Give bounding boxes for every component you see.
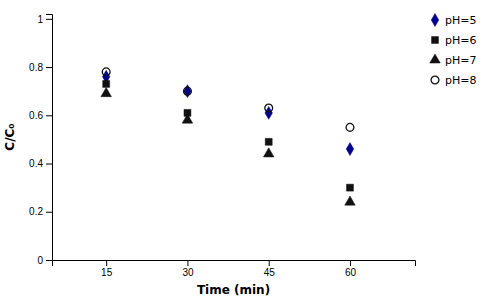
y-tick-label: 0.8 <box>29 62 43 73</box>
x-tick: 30 <box>182 260 194 278</box>
point <box>263 148 274 157</box>
y-tick: 0.6 <box>29 110 52 121</box>
legend-symbol <box>431 76 439 84</box>
legend-label: pH=8 <box>445 74 476 87</box>
y-tick-label: 0.4 <box>29 158 43 169</box>
x-tick-mark <box>269 260 270 266</box>
y-tick-mark <box>46 67 52 68</box>
points <box>101 68 355 205</box>
x-tick: 45 <box>264 260 276 278</box>
point <box>184 87 192 95</box>
x-axis-line <box>53 261 416 267</box>
x-axis: 15 30 45 60 <box>53 260 416 278</box>
legend-symbol <box>431 14 438 27</box>
x-tick-label: 45 <box>264 267 276 278</box>
x-axis-title: Time (min) <box>197 283 270 297</box>
y-tick: 0.8 <box>29 62 52 73</box>
point <box>346 123 354 131</box>
series <box>102 70 353 155</box>
y-tick-label: 0.6 <box>29 110 43 121</box>
point <box>345 196 356 205</box>
legend: pH=5 pH=6 pH=7 pH=8 <box>430 14 477 87</box>
legend-item: pH=6 <box>432 34 477 47</box>
y-axis: 0 0.2 0.4 0.6 0.8 1 <box>29 14 52 266</box>
legend-label: pH=6 <box>445 34 476 47</box>
y-tick-mark <box>46 212 52 213</box>
legend-symbol <box>432 37 439 44</box>
x-tick-label: 30 <box>182 267 194 278</box>
y-tick-mark <box>46 115 52 116</box>
point <box>265 138 272 145</box>
y-tick-mark <box>46 19 52 20</box>
legend-symbol <box>430 54 441 63</box>
point <box>265 106 272 119</box>
x-tick-label: 15 <box>101 267 113 278</box>
x-tick-mark <box>187 260 188 266</box>
series <box>103 80 354 191</box>
y-axis-line <box>46 15 53 261</box>
y-axis-title: C/C₀ <box>3 123 17 150</box>
legend-item: pH=7 <box>430 54 477 67</box>
point <box>103 80 110 87</box>
y-tick: 0 <box>37 255 52 266</box>
x-tick: 60 <box>345 260 357 278</box>
point <box>102 68 110 76</box>
x-tick-mark <box>106 260 107 266</box>
y-tick: 1 <box>37 14 52 25</box>
chart: 15 30 45 60 0 0.2 0.4 0.6 0.8 1 Time (min) C/C₀ pH=5… <box>0 0 500 302</box>
point <box>184 85 191 98</box>
x-tick: 15 <box>101 260 113 278</box>
x-tick-label: 60 <box>345 267 357 278</box>
point <box>182 114 193 123</box>
point <box>346 143 353 156</box>
y-tick-label: 0 <box>37 255 43 266</box>
y-tick: 0.4 <box>29 158 52 169</box>
x-tick-mark <box>350 260 351 266</box>
legend-item: pH=5 <box>431 14 476 27</box>
y-tick-mark <box>46 260 52 261</box>
legend-label: pH=7 <box>445 54 476 67</box>
y-tick-label: 0.2 <box>29 206 43 217</box>
legend-item: pH=8 <box>431 74 476 87</box>
plot-area: 15 30 45 60 0 0.2 0.4 0.6 0.8 1 <box>29 14 415 279</box>
series <box>101 88 355 206</box>
point <box>347 184 354 191</box>
y-tick-mark <box>46 164 52 165</box>
y-tick-label: 1 <box>37 14 43 25</box>
point <box>265 104 273 112</box>
legend-label: pH=5 <box>445 14 476 27</box>
y-tick: 0.2 <box>29 206 52 217</box>
point <box>101 88 112 97</box>
series <box>102 68 354 131</box>
